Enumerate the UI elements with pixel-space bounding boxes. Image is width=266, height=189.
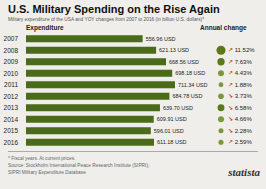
svg-text:639.70 USD: 639.70 USD	[163, 105, 193, 111]
svg-text:621.13 USD: 621.13 USD	[159, 47, 189, 53]
svg-text:↘ 6.58%: ↘ 6.58%	[228, 105, 252, 111]
html-text:Expenditure: Expenditure	[26, 24, 64, 31]
svg-text:2010: 2010	[8, 70, 18, 77]
svg-text:↘ 2.28%: ↘ 2.28%	[228, 128, 252, 134]
svg-text:711.34 USD: 711.34 USD	[178, 82, 208, 88]
html-text:U.S. Military Spending on the: U.S. Military Spending on the Rise Again	[8, 3, 220, 15]
svg-text:596.01 USD: 596.01 USD	[154, 128, 184, 134]
svg-text:↗ 11.52%: ↗ 11.52%	[228, 47, 255, 53]
svg-text:↘ 4.66%: ↘ 4.66%	[228, 116, 252, 122]
html-text:Military expenditure of the US: Military expenditure of the USA and YOY …	[8, 17, 205, 22]
svg-text:↗ 1.88%: ↗ 1.88%	[228, 82, 252, 88]
svg-text:2008: 2008	[8, 47, 18, 54]
html-text:statista: statista	[228, 166, 260, 178]
svg-text:2012: 2012	[8, 93, 18, 100]
svg-text:2009: 2009	[8, 58, 18, 65]
html-text:Source: Stockholm Internationa: Source: Stockholm International Peace Re…	[8, 163, 150, 168]
svg-text:↗ 4.43%: ↗ 4.43%	[228, 70, 252, 76]
svg-text:698.18 USD: 698.18 USD	[175, 70, 205, 76]
svg-text:684.78 USD: 684.78 USD	[172, 93, 202, 99]
svg-text:2011: 2011	[8, 81, 18, 88]
svg-text:668.56 USD: 668.56 USD	[169, 59, 199, 65]
svg-text:2015: 2015	[8, 127, 18, 134]
html-text:SIPRI Military Expenditure Dat: SIPRI Military Expenditure Database	[8, 170, 86, 175]
svg-text:↗ 2.59%: ↗ 2.59%	[228, 139, 252, 145]
html-text:Annual change: Annual change	[200, 24, 247, 31]
html-text:* Fiscal years. At current pri: * Fiscal years. At current prices.	[8, 156, 76, 161]
svg-text:609.91 USD: 609.91 USD	[157, 116, 187, 122]
svg-text:556.96 USD: 556.96 USD	[146, 36, 176, 42]
svg-text:2014: 2014	[8, 116, 18, 123]
svg-text:2016: 2016	[8, 139, 18, 146]
svg-text:2013: 2013	[8, 104, 18, 111]
svg-text:↘ 3.73%: ↘ 3.73%	[228, 93, 252, 99]
svg-text:611.18 USD: 611.18 USD	[157, 139, 187, 145]
svg-text:2007: 2007	[8, 35, 18, 42]
svg-text:↗ 7.63%: ↗ 7.63%	[228, 59, 252, 65]
